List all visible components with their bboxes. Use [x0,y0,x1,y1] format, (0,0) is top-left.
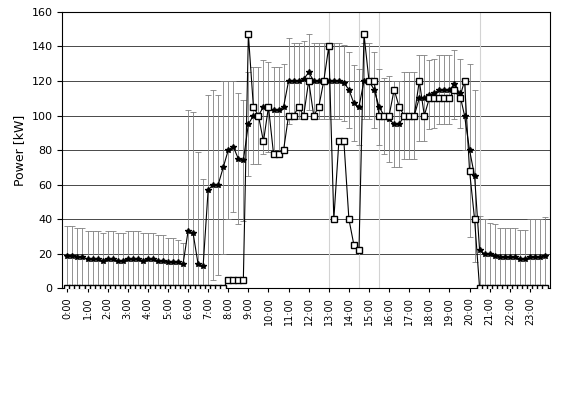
Line: Actual: Actual [65,32,548,291]
Actual [541,286,548,291]
Actual [310,113,317,118]
Actual [275,151,282,156]
Actual [129,286,136,291]
Y-axis label: Power [kW]: Power [kW] [13,115,26,186]
Actual [64,286,71,291]
Actual [506,286,513,291]
Actual [245,32,252,37]
Actual [325,44,332,49]
Actual [200,286,206,291]
